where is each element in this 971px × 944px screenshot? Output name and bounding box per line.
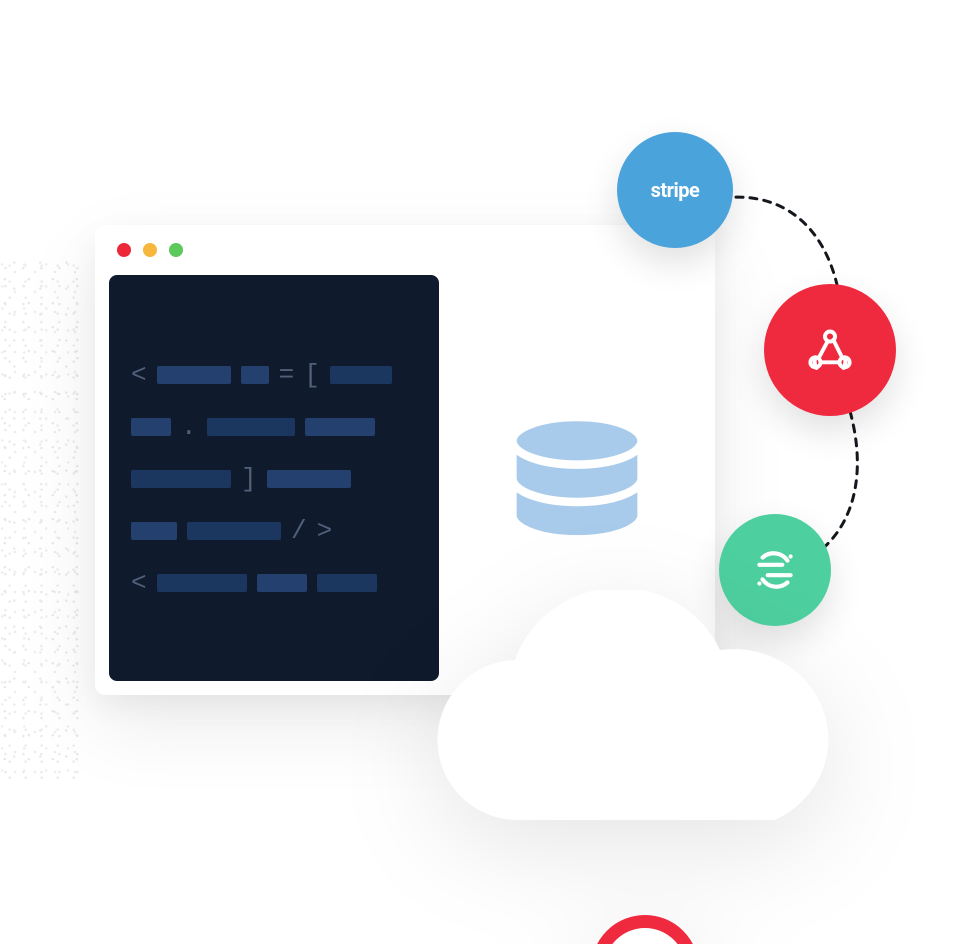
code-token: [330, 366, 392, 384]
code-token: [305, 418, 375, 436]
cloud-content: [430, 844, 860, 944]
code-symbol: .: [181, 412, 197, 442]
segment-icon: [749, 544, 801, 596]
webhook-icon: [802, 322, 858, 378]
code-token: [207, 418, 295, 436]
window-titlebar: [95, 225, 715, 275]
code-token: [187, 522, 281, 540]
code-token: [257, 574, 307, 592]
code-token: [131, 418, 171, 436]
code-line: .: [131, 417, 417, 437]
code-line: ]: [131, 469, 417, 489]
code-token: [241, 366, 269, 384]
stripe-label: stripe: [651, 178, 700, 202]
code-token: [317, 574, 377, 592]
cloud-shape: [430, 590, 860, 840]
noise-texture: [0, 260, 85, 780]
code-symbol: >: [317, 516, 333, 546]
diagram-canvas: <=[.]/>< stripe: [0, 0, 971, 944]
code-symbol: =: [279, 360, 295, 390]
code-token: [267, 470, 351, 488]
database-icon: [492, 400, 662, 570]
code-line: <: [131, 573, 417, 593]
code-line: <=[: [131, 365, 417, 385]
code-symbol: <: [131, 568, 147, 598]
cloud: [430, 590, 860, 840]
code-symbol: /: [291, 516, 307, 546]
webhook-node: [764, 284, 896, 416]
code-token: [157, 366, 231, 384]
window-dot-minimize[interactable]: [143, 243, 157, 257]
code-token: [131, 522, 177, 540]
code-line: />: [131, 521, 417, 541]
twilio-icon: [591, 915, 699, 944]
code-symbol: <: [131, 360, 147, 390]
code-token: [131, 470, 231, 488]
code-symbol: [: [304, 360, 320, 390]
window-dot-close[interactable]: [117, 243, 131, 257]
code-token: [157, 574, 247, 592]
code-editor-pane: <=[.]/><: [109, 275, 439, 681]
stripe-node: stripe: [617, 132, 733, 248]
code-symbol: ]: [241, 464, 257, 494]
window-dot-zoom[interactable]: [169, 243, 183, 257]
